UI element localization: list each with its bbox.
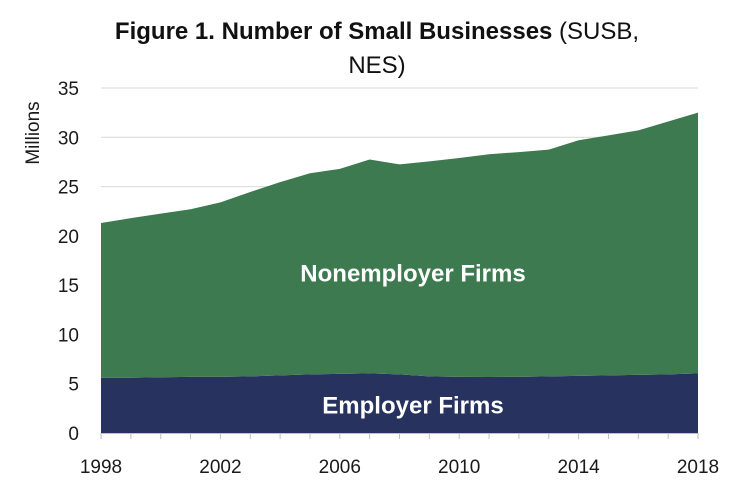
y-tick-label-25: 25 xyxy=(58,178,79,199)
x-tick-labels: 1998 2002 2006 2010 2014 2018 xyxy=(80,457,719,478)
plot-areas xyxy=(100,112,699,439)
x-tick-label-2010: 2010 xyxy=(438,457,480,478)
area-label-employer-firms: Employer Firms xyxy=(322,392,503,419)
y-tick-label-15: 15 xyxy=(58,276,79,297)
area-employer-firms xyxy=(101,373,698,433)
y-tick-label-0: 0 xyxy=(68,424,79,445)
y-axis-label: Millions xyxy=(23,101,44,164)
area-labels: Employer Firms Nonemployer Firms xyxy=(300,260,525,419)
chart-title-rest: (SUSB, xyxy=(552,18,639,45)
x-tick-label-1998: 1998 xyxy=(80,457,122,478)
x-tick-label-2018: 2018 xyxy=(677,457,719,478)
x-tick-label-2014: 2014 xyxy=(557,457,600,478)
area-nonemployer-firms xyxy=(101,112,698,378)
x-tick-label-2006: 2006 xyxy=(319,457,361,478)
y-tick-label-35: 35 xyxy=(58,79,79,100)
x-tick-label-2002: 2002 xyxy=(199,457,241,478)
chart-title-line2: NES) xyxy=(348,52,405,79)
y-tick-label-20: 20 xyxy=(58,227,79,248)
y-tick-labels: 0 5 10 15 20 25 30 35 xyxy=(58,79,79,445)
y-tick-label-10: 10 xyxy=(58,325,79,346)
chart-title-bold: Figure 1. Number of Small Businesses xyxy=(115,18,552,45)
y-tick-label-30: 30 xyxy=(58,128,79,149)
chart-title: Figure 1. Number of Small Businesses (SU… xyxy=(115,18,639,45)
y-tick-label-5: 5 xyxy=(68,375,79,396)
area-label-nonemployer-firms: Nonemployer Firms xyxy=(300,260,525,287)
